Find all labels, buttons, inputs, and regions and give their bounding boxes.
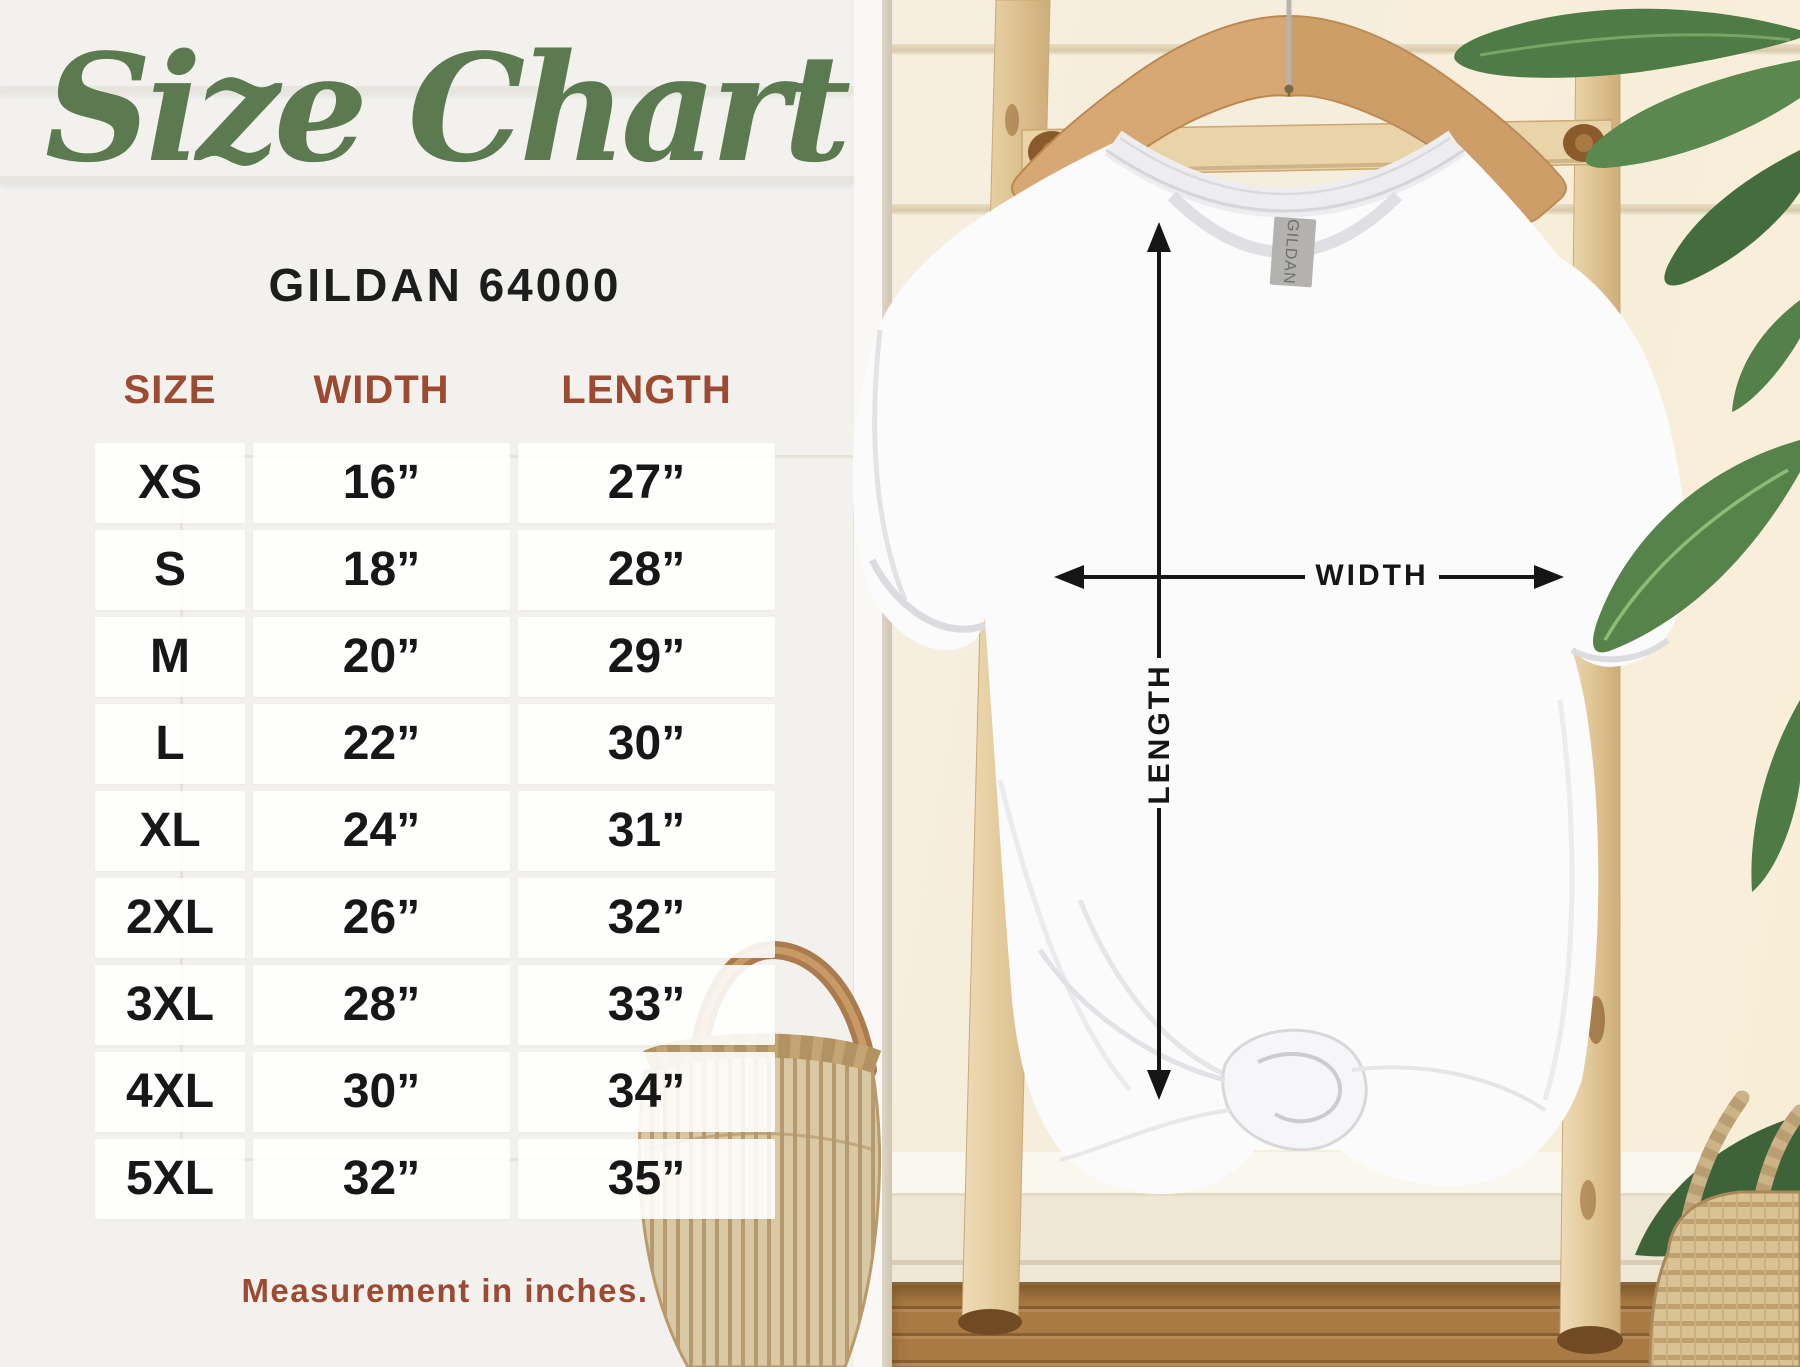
table-cell-size: 2XL [95,878,245,958]
table-cell-size: 4XL [95,1052,245,1132]
page-title: Size Chart [44,21,851,195]
table-cell-length: 34” [518,1052,775,1132]
table-cell-width: 26” [253,878,510,958]
table-cell-width: 28” [253,965,510,1045]
table-cell-width: 30” [253,1052,510,1132]
door-frame-shadow [882,0,892,1367]
leaf-mid-right [1593,440,1800,892]
size-table-header: SIZE WIDTH LENGTH [95,368,775,413]
table-cell-size: XL [95,791,245,871]
table-cell-width: 16” [253,443,510,523]
tshirt-collar [1104,130,1466,218]
baseboard-groove [892,1260,1800,1265]
door-molding-line [0,86,854,94]
tshirt: GILDAN [852,130,1689,1195]
table-cell-length: 29” [518,617,775,697]
table-cell-size: 3XL [95,965,245,1045]
table-cell-length: 32” [518,878,775,958]
table-cell-size: L [95,704,245,784]
size-table: XS 16” 27” S 18” 28” M 20” 29” L 22” 30”… [95,443,775,1219]
table-cell-size: M [95,617,245,697]
table-cell-length: 27” [518,443,775,523]
page-subtitle: GILDAN 64000 [268,259,622,311]
width-dimension-label: WIDTH [1315,559,1429,592]
arrowhead-right [1534,565,1564,589]
table-cell-width: 32” [253,1139,510,1219]
svg-text:GILDAN: GILDAN [1280,219,1302,286]
door-molding-line [0,176,854,184]
arrowhead-up [1147,222,1171,252]
table-cell-length: 31” [518,791,775,871]
table-cell-length: 35” [518,1139,775,1219]
table-cell-length: 33” [518,965,775,1045]
measurement-note: Measurement in inches. [241,1272,649,1309]
header-size: SIZE [123,368,217,412]
header-width: WIDTH [313,368,450,412]
baseboard-top [892,1152,1800,1196]
header-length: LENGTH [561,368,732,412]
table-cell-size: XS [95,443,245,523]
brand-tag: GILDAN [1269,216,1317,288]
arrowhead-down [1147,1070,1171,1100]
leaf-cluster-top-right [1454,8,1800,412]
table-cell-size: S [95,530,245,610]
tshirt-knot [1037,948,1547,1162]
table-cell-length: 28” [518,530,775,610]
wooden-hanger [1011,0,1567,223]
table-cell-width: 24” [253,791,510,871]
table-cell-width: 18” [253,530,510,610]
table-cell-size: 5XL [95,1139,245,1219]
table-cell-width: 22” [253,704,510,784]
table-cell-width: 20” [253,617,510,697]
arrowhead-left [1054,565,1084,589]
table-cell-length: 30” [518,704,775,784]
basket-body [1648,1190,1800,1367]
wood-floor [892,1282,1800,1367]
size-chart-panel: Size Chart GILDAN 64000 SIZE WIDTH LENGT… [0,0,890,1367]
